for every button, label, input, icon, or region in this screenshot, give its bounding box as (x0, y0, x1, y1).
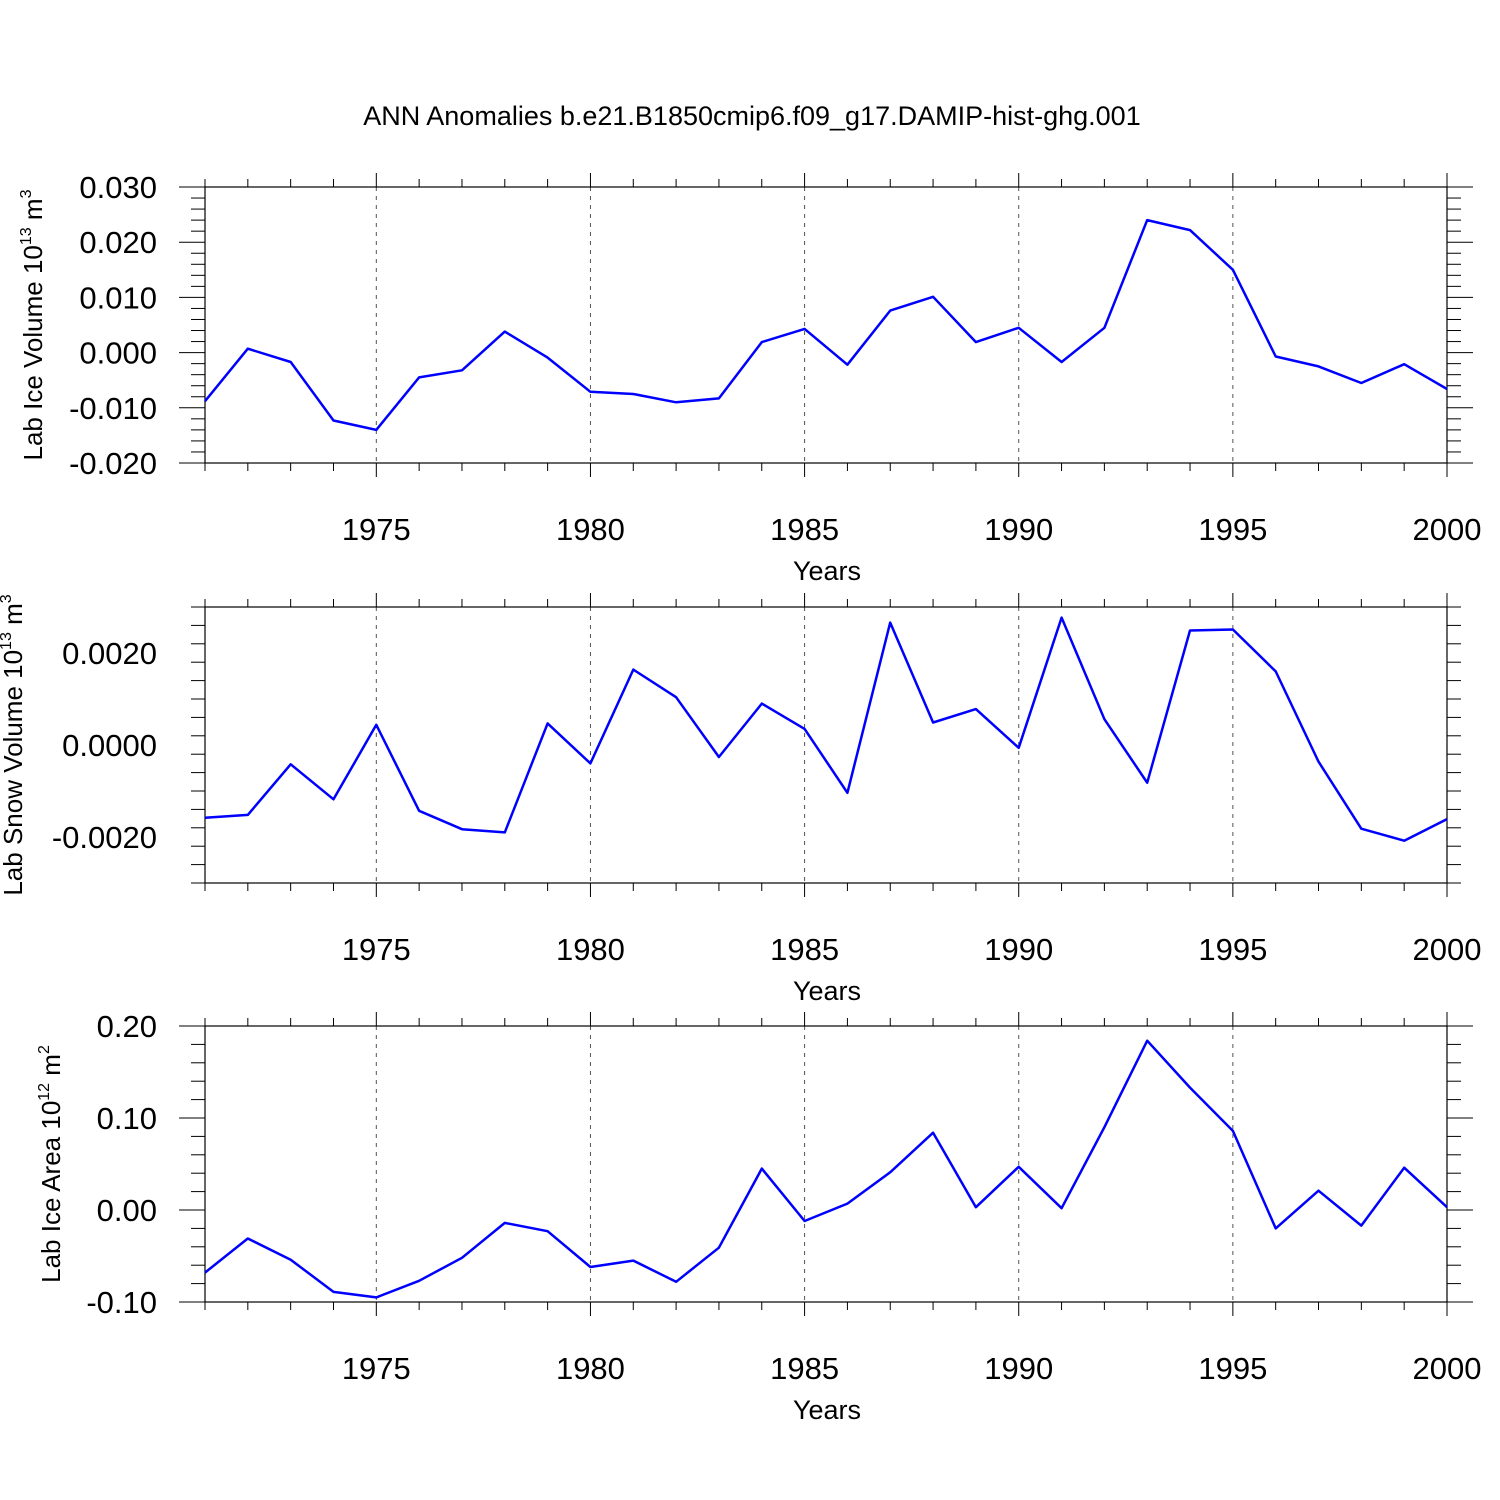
x-tick-label: 1980 (556, 1351, 625, 1386)
x-tick-label: 2000 (1413, 512, 1482, 547)
y-axis-label: Lab Snow Volume 1013 m3 (0, 594, 28, 895)
x-tick-label: 2000 (1413, 1351, 1482, 1386)
y-tick-label: 0.030 (79, 170, 157, 205)
series-line (204, 1039, 1448, 1299)
y-tick-label: -0.10 (86, 1285, 157, 1320)
y-tick-label: -0.010 (69, 391, 157, 426)
x-tick-label: 1975 (342, 1351, 411, 1386)
y-tick-label: 0.00 (97, 1193, 157, 1228)
plot-frame (204, 606, 1448, 884)
panel-1: 0.030 0.020 0.010 0.000 -0.010 -0.020 1975 1980… (18, 170, 1481, 586)
x-tick-label: 1980 (556, 932, 625, 967)
panel-2: 0.0020 0.0000 -0.0020 1975 1980 1985 1990 1995 2… (0, 593, 1481, 1006)
x-axis-label: Years (793, 976, 861, 1006)
x-tick-label: 1990 (984, 932, 1053, 967)
x-tick-label: 1980 (556, 512, 625, 547)
x-tick-label: 1985 (770, 512, 839, 547)
x-tick-label: 2000 (1413, 932, 1482, 967)
panel-3: 0.20 0.10 0.00 -0.10 1975 1980 1985 1990 1995 200… (36, 1009, 1481, 1425)
x-tick-label: 1990 (984, 1351, 1053, 1386)
y-axis-label: Lab Ice Area 1012 m2 (36, 1045, 66, 1283)
x-tick-label: 1975 (342, 512, 411, 547)
y-tick-label: 0.020 (79, 225, 157, 260)
y-tick-label: 0.000 (79, 336, 157, 371)
x-axis-label: Years (793, 1395, 861, 1425)
y-axis-label: Lab Ice Volume 1013 m3 (18, 189, 48, 460)
x-tick-label: 1995 (1198, 932, 1267, 967)
chart-title: ANN Anomalies b.e21.B1850cmip6.f09_g17.D… (363, 101, 1140, 131)
x-axis-label: Years (793, 556, 861, 586)
x-tick-label: 1990 (984, 512, 1053, 547)
x-tick-label: 1995 (1198, 1351, 1267, 1386)
x-tick-label: 1995 (1198, 512, 1267, 547)
y-tick-label: 0.010 (79, 280, 157, 315)
plot-frame (204, 186, 1448, 464)
x-tick-label: 1985 (770, 932, 839, 967)
x-tick-label: 1985 (770, 1351, 839, 1386)
y-tick-label: 0.10 (97, 1101, 157, 1136)
y-tick-label: 0.0000 (62, 728, 157, 763)
series-line (204, 616, 1448, 842)
y-tick-label: -0.020 (69, 446, 157, 481)
y-tick-label: 0.20 (97, 1009, 157, 1044)
series-line (204, 218, 1448, 432)
y-tick-label: 0.0020 (62, 636, 157, 671)
x-tick-label: 1975 (342, 932, 411, 967)
plot-frame (204, 1025, 1448, 1303)
y-tick-label: -0.0020 (52, 820, 157, 855)
